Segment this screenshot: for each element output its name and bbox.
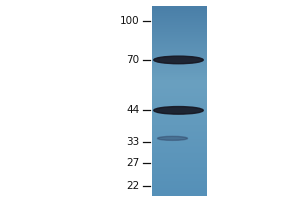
Ellipse shape [158,136,188,140]
Text: kDa: kDa [118,0,140,2]
Text: 70: 70 [126,55,140,65]
Ellipse shape [154,107,203,114]
Text: 22: 22 [126,181,140,191]
Text: 33: 33 [126,137,140,147]
Ellipse shape [154,56,203,64]
Text: 44: 44 [126,105,140,115]
Text: 27: 27 [126,158,140,168]
Text: 100: 100 [120,16,140,26]
